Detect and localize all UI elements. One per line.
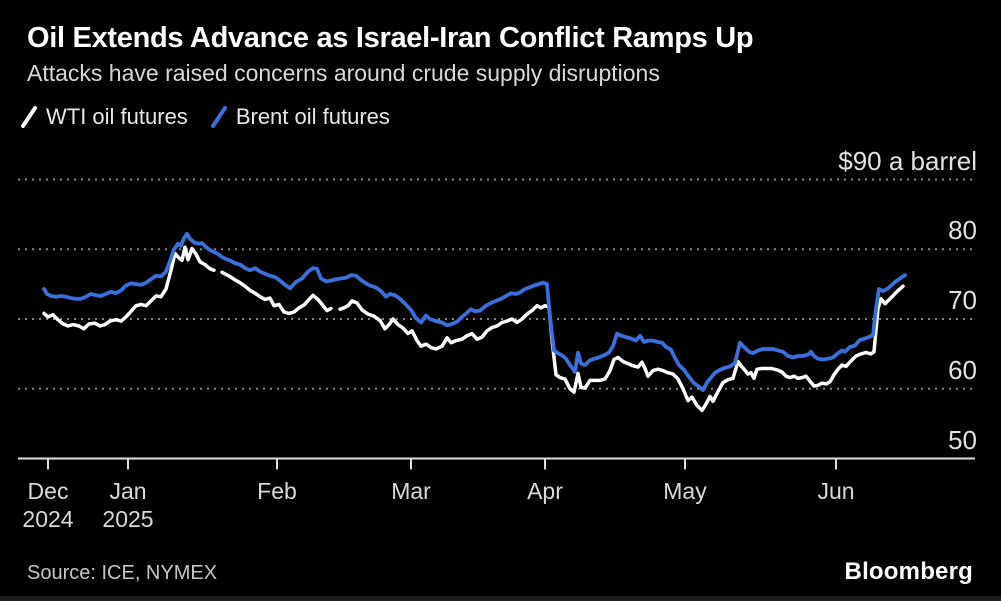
x-axis-label-apr: Apr	[527, 478, 563, 504]
legend-item-wti: WTI oil futures	[20, 104, 188, 130]
y-axis-label-50: 50	[948, 424, 977, 455]
y-axis-unit-label: $90 a barrel	[838, 145, 977, 176]
legend-label-wti: WTI oil futures	[46, 104, 188, 129]
page-title: Oil Extends Advance as Israel-Iran Confl…	[27, 22, 754, 54]
legend: WTI oil futures Brent oil futures	[20, 104, 412, 130]
y-axis-label-80: 80	[948, 215, 977, 246]
series-line-wti	[220, 270, 333, 316]
x-axis-year-label-2024: 2024	[22, 506, 74, 532]
series-line-wti	[338, 284, 905, 413]
x-axis-label-jun: Jun	[817, 478, 855, 504]
legend-label-brent: Brent oil futures	[235, 104, 390, 129]
x-axis-label-jan: Jan	[109, 478, 147, 504]
bottom-strip	[0, 596, 1001, 601]
x-axis-label-feb: Feb	[257, 478, 297, 504]
wti-line-swatch-icon	[21, 106, 37, 128]
y-axis-label-70: 70	[948, 285, 977, 315]
x-axis-year-label-2025: 2025	[102, 506, 154, 532]
legend-item-brent: Brent oil futures	[210, 104, 390, 130]
x-axis-label-dec: Dec	[27, 478, 69, 504]
brent-line-swatch-icon	[210, 106, 227, 128]
x-axis-label-mar: Mar	[391, 478, 431, 504]
series-line-brent	[42, 231, 907, 393]
series-line-wti	[42, 245, 216, 331]
y-axis-label-60: 60	[948, 354, 977, 385]
source-note: Source: ICE, NYMEX	[27, 562, 218, 584]
page-subtitle: Attacks have raised concerns around crud…	[27, 60, 660, 86]
bloomberg-logo: Bloomberg	[844, 558, 973, 585]
x-axis-label-may: May	[663, 478, 707, 504]
